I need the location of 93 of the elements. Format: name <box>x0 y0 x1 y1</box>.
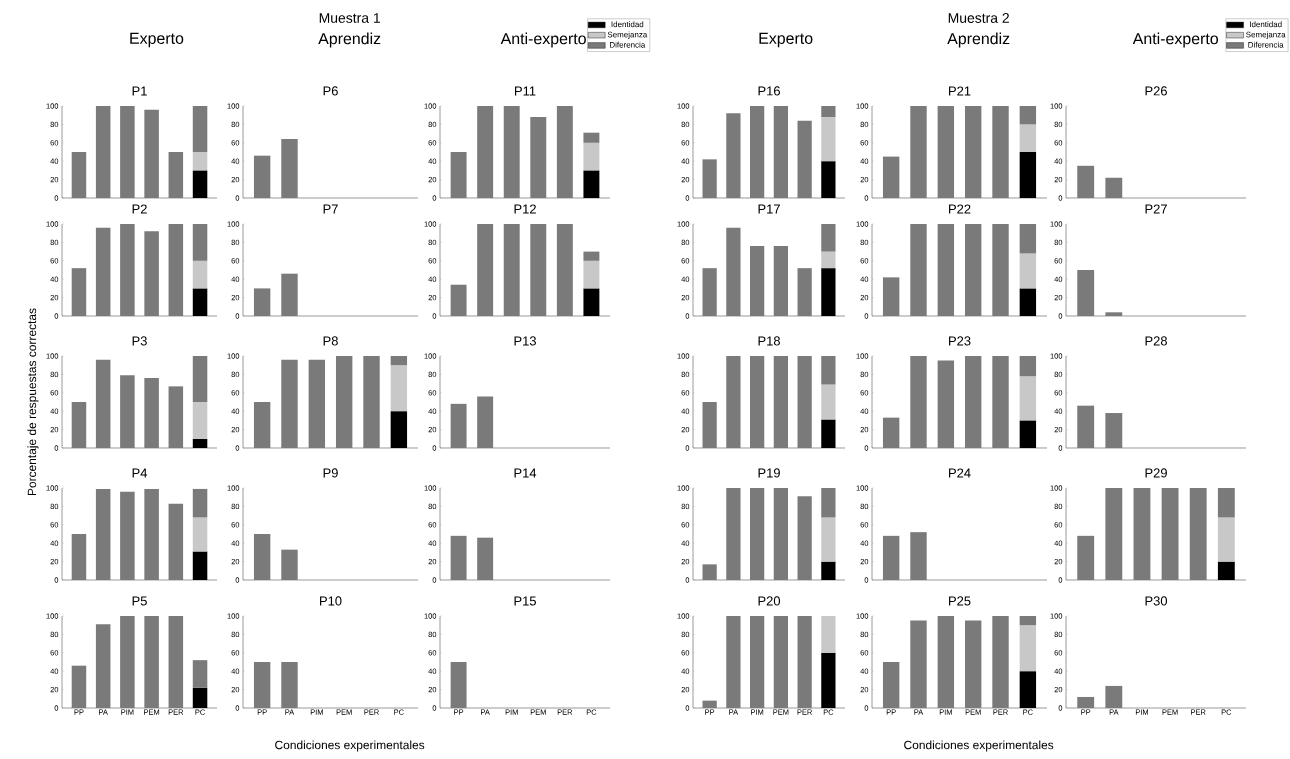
bar <box>583 251 600 261</box>
bar <box>821 223 836 252</box>
text: Muestra 1 <box>319 13 380 23</box>
chart-title: P18 <box>758 336 780 346</box>
chart-title: Aprendiz <box>947 32 1010 48</box>
x-axis-title: Condiciones experimentales <box>904 740 1054 752</box>
bar <box>192 260 208 289</box>
bar <box>1019 625 1037 672</box>
bar <box>821 268 836 316</box>
chart-title: Experto <box>759 32 813 48</box>
chart-subtitle: P26 <box>1145 86 1167 96</box>
chart-title: P29 <box>1145 468 1167 478</box>
bar <box>192 105 208 152</box>
bar <box>1019 223 1037 254</box>
bar <box>1019 151 1037 198</box>
bar <box>821 419 836 448</box>
chart-title: P14 <box>514 468 537 478</box>
chart-title: Anti-experto <box>500 32 586 48</box>
bar <box>1019 616 1037 626</box>
chart-title: P27 <box>1145 204 1167 214</box>
bar <box>821 561 836 580</box>
chart-title: Anti-experto <box>1132 32 1218 48</box>
bar <box>192 438 208 448</box>
bar <box>583 288 600 316</box>
chart-title: P25 <box>949 596 971 606</box>
bar <box>192 488 208 518</box>
bar <box>1019 376 1037 421</box>
chart-subtitle: P1 <box>132 86 147 96</box>
bar <box>1019 124 1037 152</box>
text: Muestra 2 <box>948 13 1009 23</box>
bar <box>1217 561 1235 580</box>
bar <box>390 356 408 366</box>
bar <box>821 517 836 562</box>
chart-subtitle: P21 <box>949 86 971 96</box>
chart-subtitle: P16 <box>758 86 780 96</box>
chart-title: P2 <box>132 204 147 214</box>
bar <box>821 356 836 385</box>
chart-title: P7 <box>323 204 338 214</box>
bar <box>583 170 600 198</box>
bar <box>1019 356 1037 377</box>
chart-title: P28 <box>1145 336 1167 346</box>
chart-title: P17 <box>758 204 780 214</box>
chart-title: P22 <box>949 204 971 214</box>
bar <box>583 132 600 143</box>
chart-title: P3 <box>132 336 147 346</box>
bar <box>1217 488 1235 518</box>
chart-subtitle: P6 <box>323 86 338 96</box>
bar <box>821 117 836 162</box>
chart-title: P19 <box>758 468 780 478</box>
bar <box>821 616 836 653</box>
bar <box>192 551 208 580</box>
bar <box>821 105 836 118</box>
chart-title: P23 <box>949 336 971 346</box>
chart-title: P12 <box>514 204 536 214</box>
chart-title: P13 <box>514 336 536 346</box>
y-axis-title: Porcentaje de respuestas correctas <box>27 308 39 496</box>
bar <box>583 260 600 289</box>
chart-title: P30 <box>1145 596 1168 606</box>
bar <box>192 402 208 439</box>
bar <box>1019 288 1037 316</box>
bar <box>583 142 600 171</box>
chart-title: P5 <box>132 596 147 606</box>
bar <box>1019 420 1037 448</box>
chart-title: P20 <box>758 596 781 606</box>
bar <box>821 251 836 269</box>
bar <box>192 660 208 688</box>
chart-title: P15 <box>514 596 536 606</box>
bar <box>390 411 408 448</box>
chart-title: Aprendiz <box>318 32 381 48</box>
bar <box>390 365 408 412</box>
chart-title: P9 <box>323 468 338 478</box>
bar <box>1217 517 1235 562</box>
bar <box>821 652 836 708</box>
x-axis-title: Condiciones experimentales <box>275 740 425 752</box>
bar <box>192 170 208 198</box>
bar <box>821 161 836 198</box>
chart-title: P4 <box>132 468 148 478</box>
bar <box>192 517 208 552</box>
bar <box>192 356 208 402</box>
bar <box>192 223 208 261</box>
bar <box>192 687 208 708</box>
chart-title: Experto <box>130 32 184 48</box>
chart-title: P10 <box>320 596 342 606</box>
bar <box>1019 671 1037 708</box>
chart-subtitle: P11 <box>515 86 536 96</box>
bar <box>821 384 836 420</box>
chart-title: P8 <box>323 336 338 346</box>
bar <box>192 151 208 171</box>
bar <box>1019 105 1037 125</box>
bar <box>821 488 836 518</box>
chart-title: P24 <box>949 468 971 478</box>
bar <box>192 288 208 316</box>
bar <box>1019 253 1037 289</box>
